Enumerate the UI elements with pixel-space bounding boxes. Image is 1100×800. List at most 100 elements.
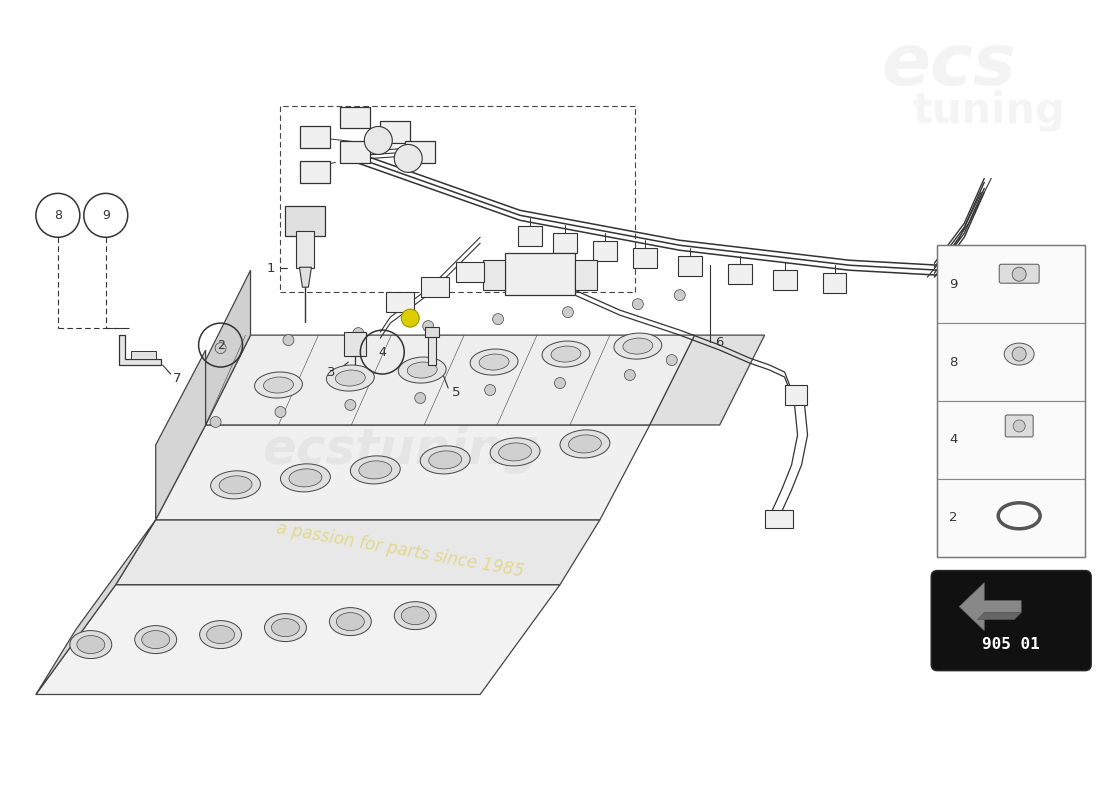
Bar (937, 401, 1085, 479)
Text: 9: 9 (102, 209, 110, 222)
FancyBboxPatch shape (772, 270, 796, 290)
Text: ecs: ecs (882, 31, 1016, 100)
Polygon shape (119, 335, 161, 365)
Polygon shape (36, 520, 156, 694)
FancyBboxPatch shape (932, 570, 1091, 670)
Ellipse shape (402, 606, 429, 625)
FancyBboxPatch shape (386, 292, 415, 312)
Ellipse shape (351, 456, 400, 484)
Ellipse shape (480, 354, 509, 370)
FancyBboxPatch shape (999, 264, 1040, 283)
Circle shape (625, 370, 636, 381)
FancyBboxPatch shape (1005, 415, 1033, 437)
Polygon shape (959, 582, 1021, 630)
Ellipse shape (429, 451, 462, 469)
FancyBboxPatch shape (483, 260, 505, 290)
Ellipse shape (498, 443, 531, 461)
Ellipse shape (289, 469, 322, 487)
FancyBboxPatch shape (340, 106, 371, 129)
Ellipse shape (280, 464, 330, 492)
Polygon shape (116, 520, 600, 585)
Text: 8: 8 (949, 355, 958, 369)
FancyBboxPatch shape (823, 274, 847, 293)
Text: 2: 2 (949, 511, 958, 524)
Ellipse shape (142, 630, 169, 649)
FancyBboxPatch shape (131, 351, 156, 359)
Polygon shape (299, 267, 311, 287)
FancyBboxPatch shape (678, 256, 702, 276)
Ellipse shape (134, 626, 177, 654)
Ellipse shape (264, 614, 307, 642)
Ellipse shape (337, 613, 364, 630)
Polygon shape (156, 350, 206, 520)
Text: 7: 7 (173, 371, 182, 385)
Circle shape (485, 385, 496, 395)
Circle shape (402, 309, 419, 327)
Circle shape (216, 342, 227, 354)
Text: 4: 4 (378, 346, 386, 358)
Text: 3: 3 (327, 366, 336, 378)
Circle shape (1012, 347, 1026, 361)
FancyBboxPatch shape (575, 260, 597, 290)
Text: 6: 6 (715, 336, 723, 349)
FancyBboxPatch shape (518, 226, 542, 246)
Text: 8: 8 (54, 209, 62, 222)
Ellipse shape (329, 608, 372, 635)
Text: 2: 2 (217, 338, 224, 351)
Ellipse shape (542, 341, 590, 367)
Polygon shape (156, 425, 650, 520)
Ellipse shape (69, 630, 112, 658)
Ellipse shape (569, 435, 602, 453)
Bar (937, 246, 1085, 557)
FancyBboxPatch shape (764, 510, 793, 528)
FancyBboxPatch shape (553, 234, 578, 254)
Ellipse shape (77, 635, 104, 654)
Ellipse shape (219, 476, 252, 494)
Text: 1: 1 (267, 262, 275, 274)
FancyBboxPatch shape (632, 248, 657, 268)
Text: tuning: tuning (913, 90, 1066, 131)
Text: 9: 9 (949, 278, 958, 290)
Circle shape (353, 328, 364, 338)
Circle shape (283, 334, 294, 346)
Ellipse shape (398, 357, 447, 383)
Circle shape (210, 417, 221, 427)
Ellipse shape (199, 621, 242, 649)
Ellipse shape (1004, 343, 1034, 365)
Circle shape (415, 393, 426, 403)
FancyBboxPatch shape (286, 206, 326, 236)
Ellipse shape (336, 370, 365, 386)
Polygon shape (206, 270, 251, 425)
Bar (937, 246, 1085, 323)
Circle shape (1012, 267, 1026, 282)
Ellipse shape (470, 349, 518, 375)
FancyBboxPatch shape (456, 262, 484, 282)
FancyBboxPatch shape (426, 327, 439, 337)
Circle shape (364, 126, 393, 154)
Polygon shape (206, 335, 695, 425)
Circle shape (674, 290, 685, 301)
Ellipse shape (272, 618, 299, 637)
FancyBboxPatch shape (300, 126, 330, 149)
Circle shape (562, 306, 573, 318)
Ellipse shape (254, 372, 303, 398)
Circle shape (667, 354, 678, 366)
Text: ecstuning: ecstuning (262, 426, 539, 474)
Text: 905 01: 905 01 (982, 637, 1041, 652)
Polygon shape (36, 585, 560, 694)
Circle shape (632, 298, 644, 310)
Circle shape (1013, 420, 1025, 432)
FancyBboxPatch shape (344, 332, 366, 356)
FancyBboxPatch shape (784, 385, 806, 405)
Ellipse shape (264, 377, 294, 393)
Ellipse shape (327, 365, 374, 391)
Circle shape (493, 314, 504, 325)
FancyBboxPatch shape (593, 242, 617, 262)
Ellipse shape (491, 438, 540, 466)
Circle shape (422, 321, 433, 332)
Text: 4: 4 (949, 434, 958, 446)
FancyBboxPatch shape (421, 278, 449, 297)
FancyBboxPatch shape (381, 122, 410, 143)
FancyBboxPatch shape (728, 264, 751, 284)
FancyBboxPatch shape (505, 254, 575, 295)
